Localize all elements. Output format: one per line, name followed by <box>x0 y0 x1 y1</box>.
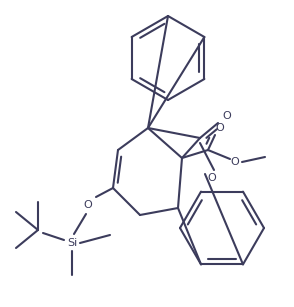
Text: O: O <box>223 111 231 121</box>
Text: O: O <box>208 173 216 183</box>
Text: O: O <box>230 157 239 167</box>
Text: Si: Si <box>67 238 77 248</box>
Text: O: O <box>216 123 224 133</box>
Text: O: O <box>83 200 92 210</box>
